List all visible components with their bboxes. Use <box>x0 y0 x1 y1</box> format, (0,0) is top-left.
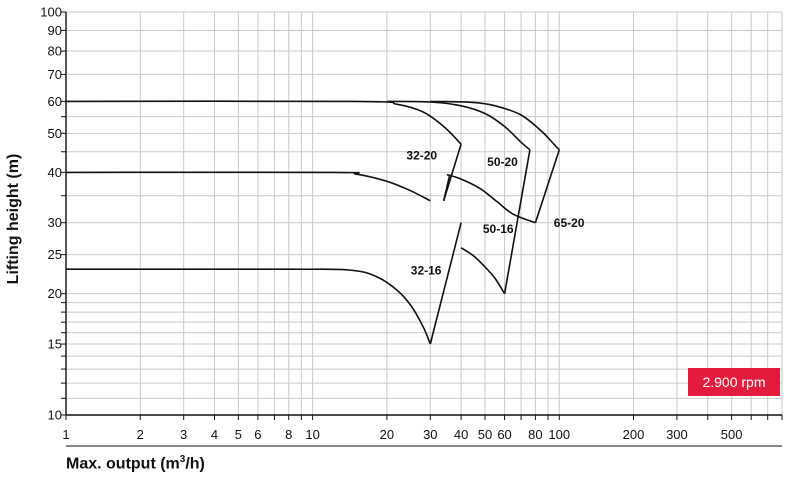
series-line <box>446 173 536 224</box>
curve-label: 50-16 <box>483 222 514 236</box>
series-line <box>503 149 531 294</box>
x-tick-label: 1 <box>62 427 69 442</box>
x-tick-label: 80 <box>528 427 542 442</box>
axis-layer: 10 15 20 25 30 40 50 60 70 80 90 100 1 2 3 4 5 6 8 10 20 30 40… <box>40 5 783 447</box>
x-tick-label: 40 <box>454 427 468 442</box>
y-tick-label: 100 <box>40 5 62 20</box>
y-tick-label: 40 <box>48 165 62 180</box>
x-tick-label: 6 <box>254 427 261 442</box>
grid-layer <box>65 11 783 416</box>
series-line <box>386 100 531 151</box>
label-layer: 32-20 50-20 65-20 50-16 32-16 <box>406 149 584 278</box>
x-tick-label: 500 <box>721 427 743 442</box>
x-tick-label: 50 <box>478 427 492 442</box>
x-tick-label: 8 <box>285 427 292 442</box>
x-tick-label: 60 <box>497 427 511 442</box>
y-tick-label: 15 <box>48 337 62 352</box>
x-tick-label: 300 <box>666 427 688 442</box>
curve-label: 65-20 <box>554 216 585 230</box>
series-line <box>460 247 506 295</box>
series-layer <box>65 100 561 345</box>
x-tick-label: 4 <box>211 427 218 442</box>
x-axis-title: Max. output (m3/h) <box>66 454 205 473</box>
curve-label: 32-20 <box>406 149 437 163</box>
y-tick-label: 10 <box>48 408 62 423</box>
y-tick-label: 90 <box>48 23 62 38</box>
series-line <box>429 222 462 345</box>
x-tick-label: 200 <box>623 427 645 442</box>
x-tick-label: 10 <box>305 427 319 442</box>
y-tick-label: 60 <box>48 94 62 109</box>
x-tick-label: 2 <box>137 427 144 442</box>
x-tick-label: 20 <box>380 427 394 442</box>
rpm-badge: 2.900 rpm <box>688 368 780 396</box>
series-line <box>65 268 432 345</box>
series-line <box>65 100 462 145</box>
curve-label: 50-20 <box>487 155 518 169</box>
series-line <box>442 174 451 201</box>
x-tick-label: 100 <box>548 427 570 442</box>
y-tick-label: 70 <box>48 67 62 82</box>
y-tick-label: 20 <box>48 286 62 301</box>
series-line <box>534 149 561 223</box>
curve-label: 32-16 <box>411 264 442 278</box>
series-line <box>430 100 560 151</box>
series-line <box>65 171 431 202</box>
x-tick-label: 30 <box>423 427 437 442</box>
x-tick-label: 5 <box>235 427 242 442</box>
y-tick-label: 25 <box>48 247 62 262</box>
y-tick-label: 80 <box>48 44 62 59</box>
y-tick-label: 30 <box>48 215 62 230</box>
y-tick-label: 50 <box>48 126 62 141</box>
x-tick-label: 3 <box>180 427 187 442</box>
